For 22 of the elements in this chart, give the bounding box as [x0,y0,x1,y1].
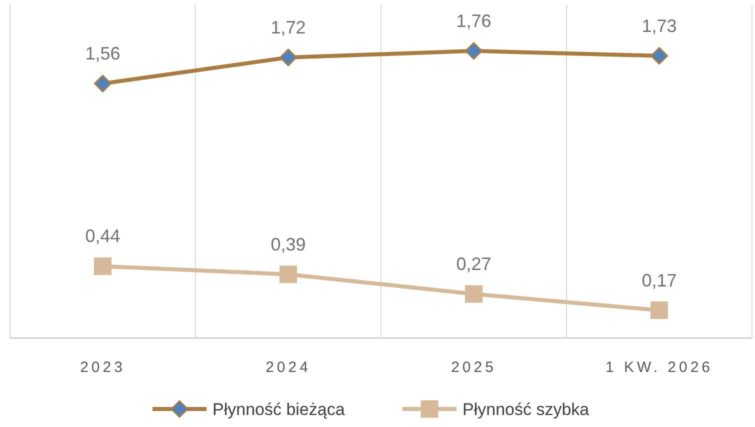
data-label: 1,72 [270,17,306,38]
data-label: 1,56 [85,44,120,64]
data-label: 0,44 [85,226,120,246]
point [94,257,112,275]
point [280,266,297,284]
legend-label: Płynność bieżąca [212,400,346,419]
data-label: 0,39 [270,234,306,254]
x-tick-label: 2024 [266,359,311,376]
data-label: 1,73 [642,16,677,36]
point [465,285,482,303]
point [280,48,297,66]
data-label: 0,27 [456,254,492,274]
point [465,42,482,60]
x-tick-label: 1 KW. 2026 [605,359,714,376]
data-label: 1,76 [456,10,492,31]
x-tick-label: 2025 [451,359,496,376]
data-label: 0,17 [642,270,677,290]
x-tick-label: 2023 [80,359,126,376]
legend-label: Płynność szybka [462,400,590,419]
point [650,302,668,320]
point [650,47,668,65]
point [94,74,112,92]
